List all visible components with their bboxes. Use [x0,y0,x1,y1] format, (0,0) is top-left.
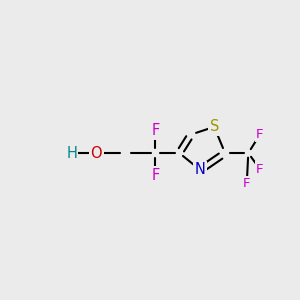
Text: F: F [243,177,250,190]
Text: O: O [91,146,102,160]
Text: S: S [209,119,219,134]
Text: F: F [151,123,159,138]
Text: H: H [66,146,77,160]
Text: N: N [195,163,206,178]
Text: F: F [256,128,264,141]
Text: F: F [256,163,264,176]
Text: F: F [151,168,159,183]
